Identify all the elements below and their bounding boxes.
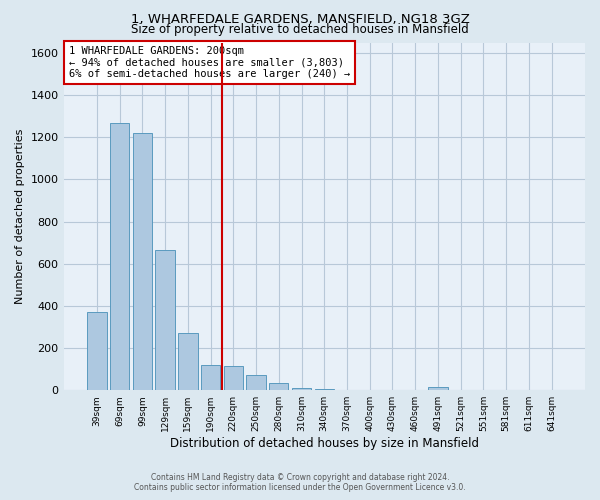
Text: Contains HM Land Registry data © Crown copyright and database right 2024.
Contai: Contains HM Land Registry data © Crown c…	[134, 473, 466, 492]
Text: 1 WHARFEDALE GARDENS: 200sqm
← 94% of detached houses are smaller (3,803)
6% of : 1 WHARFEDALE GARDENS: 200sqm ← 94% of de…	[69, 46, 350, 79]
Bar	[87, 312, 107, 390]
Bar	[314, 389, 334, 390]
Bar	[428, 387, 448, 390]
Bar	[201, 365, 220, 390]
Bar	[110, 122, 130, 390]
Bar	[178, 334, 197, 390]
Bar	[247, 376, 266, 390]
Text: 1, WHARFEDALE GARDENS, MANSFIELD, NG18 3GZ: 1, WHARFEDALE GARDENS, MANSFIELD, NG18 3…	[131, 12, 469, 26]
X-axis label: Distribution of detached houses by size in Mansfield: Distribution of detached houses by size …	[170, 437, 479, 450]
Y-axis label: Number of detached properties: Number of detached properties	[15, 128, 25, 304]
Bar	[133, 133, 152, 390]
Bar	[269, 383, 289, 390]
Bar	[155, 250, 175, 390]
Text: Size of property relative to detached houses in Mansfield: Size of property relative to detached ho…	[131, 22, 469, 36]
Bar	[292, 388, 311, 390]
Bar	[224, 366, 243, 390]
